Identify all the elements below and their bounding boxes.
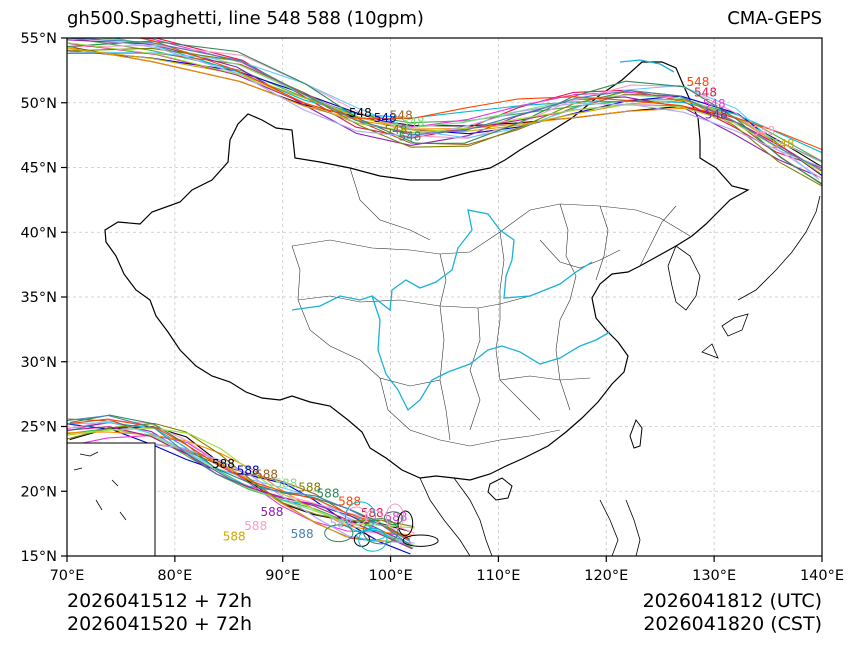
contour-label: 548 <box>687 75 710 89</box>
x-tick-label: 80°E <box>157 568 192 584</box>
china-border <box>104 61 750 481</box>
y-tick-label: 25°N <box>20 420 57 436</box>
contour-label: 588 <box>317 487 340 501</box>
y-tick-label: 55°N <box>20 31 57 47</box>
contour-label: 588 <box>260 505 283 519</box>
y-tick-label: 40°N <box>20 225 57 241</box>
closed-588-cell <box>324 524 354 543</box>
member-contour-548 <box>67 38 822 171</box>
contour-label: 548 <box>752 124 775 138</box>
closed-588-cell <box>402 534 439 547</box>
contour-label: 548 <box>694 85 717 99</box>
contour-label: 588 <box>291 527 314 541</box>
member-contour-548 <box>68 42 822 172</box>
model-source: CMA-GEPS <box>727 8 822 29</box>
x-tick-label: 130°E <box>692 568 736 584</box>
contour-label: 548 <box>385 123 408 137</box>
y-tick-label: 30°N <box>20 355 57 371</box>
x-tick-label: 110°E <box>476 568 520 584</box>
contour-label: 548 <box>390 109 413 123</box>
contour-label: 588 <box>237 463 260 477</box>
x-tick-label: 90°E <box>265 568 300 584</box>
x-tick-label: 100°E <box>369 568 413 584</box>
province-borders <box>291 167 691 447</box>
x-tick-label: 120°E <box>584 568 628 584</box>
contour-label: 588 <box>255 467 278 481</box>
contour-label: 588 <box>223 529 246 543</box>
south-china-sea-inset <box>66 442 156 557</box>
member-contour-588 <box>67 418 411 541</box>
member-contour-588 <box>69 414 410 540</box>
contour-label: 548 <box>705 107 728 121</box>
init-time-cst: 2026041520 + 72h <box>67 613 253 635</box>
member-contour-588 <box>67 414 412 546</box>
contour-label: 588 <box>298 480 321 494</box>
chart-title: gh500.Spaghetti, line 548 588 (10gpm) <box>67 8 424 29</box>
valid-time-block: 2026041812 (UTC) 2026041820 (CST) <box>643 590 822 636</box>
member-contour-548 <box>83 38 822 168</box>
contour-label: 588 <box>361 506 384 520</box>
japan-outline <box>701 195 821 359</box>
axes: 70°E 80°E 90°E 100°E 110°E 120°E 130°E 140°E 15°… <box>20 31 844 584</box>
taiwan-island <box>629 418 643 449</box>
korea-outline <box>667 245 701 311</box>
closed-588-cell <box>385 503 405 530</box>
valid-time-cst: 2026041820 (CST) <box>643 613 822 635</box>
y-tick-label: 15°N <box>20 549 57 565</box>
init-time-utc: 2026041512 + 72h <box>67 590 253 612</box>
y-tick-label: 35°N <box>20 290 57 306</box>
y-tick-label: 50°N <box>20 96 57 112</box>
contour-label: 588 <box>274 476 297 490</box>
y-tick-label: 45°N <box>20 161 57 177</box>
contour-label: 548 <box>703 97 726 111</box>
member-contour-548 <box>67 42 822 171</box>
member-contour-548 <box>68 44 822 180</box>
valid-time-utc: 2026041812 (UTC) <box>642 590 822 612</box>
member-contour-548 <box>67 48 821 174</box>
closed-588-cell <box>383 511 403 526</box>
contour-label: 588 <box>212 457 235 471</box>
member-contour-548 <box>139 38 821 162</box>
contour-label: 548 <box>772 137 795 151</box>
contour-label: 588 <box>244 519 267 533</box>
member-contour-548 <box>137 38 822 151</box>
contour-label: 588 <box>338 494 361 508</box>
member-contour-588 <box>67 431 416 536</box>
closed-588-cell <box>356 529 386 541</box>
hainan-island <box>487 477 513 501</box>
x-tick-label: 140°E <box>800 568 844 584</box>
y-tick-label: 20°N <box>20 484 57 500</box>
member-contour-548 <box>67 40 822 185</box>
rivers <box>291 59 675 412</box>
closed-588-cell <box>397 510 414 537</box>
southeast-asia-outline <box>419 477 641 556</box>
basemap <box>104 59 821 556</box>
contour-label: 548 <box>349 106 372 120</box>
member-contour-588 <box>67 427 415 529</box>
contour-label: 548 <box>374 111 397 125</box>
closed-588-cell <box>344 501 376 532</box>
contour-label: 548 <box>399 129 422 143</box>
init-time-block: 2026041512 + 72h 2026041520 + 72h <box>67 590 252 636</box>
x-tick-label: 70°E <box>50 568 85 584</box>
closed-588-cell <box>358 527 388 552</box>
contour-label: 548 <box>402 115 425 129</box>
